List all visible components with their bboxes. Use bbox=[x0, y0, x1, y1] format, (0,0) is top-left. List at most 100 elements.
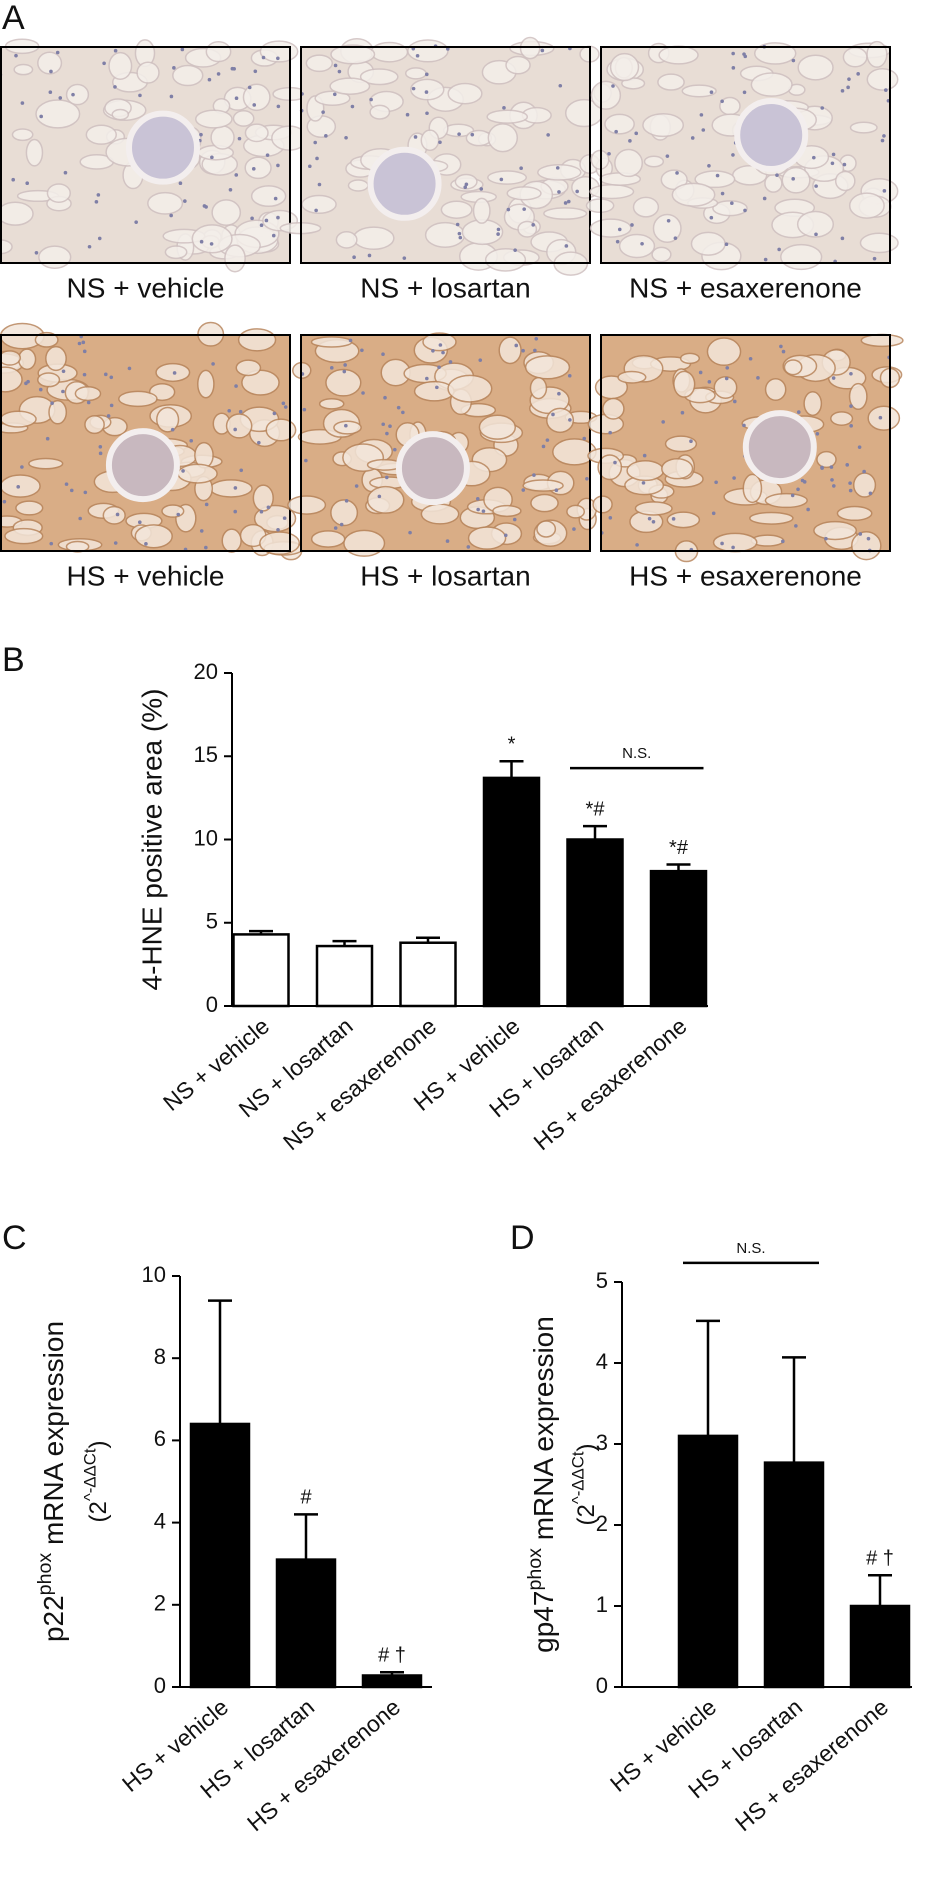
nucleus bbox=[541, 444, 546, 449]
bar bbox=[849, 1604, 911, 1689]
nucleus bbox=[499, 177, 504, 182]
nucleus bbox=[608, 430, 612, 435]
y-axis-label-part: gp47 bbox=[528, 1591, 559, 1653]
nucleus bbox=[14, 53, 18, 58]
nucleus bbox=[96, 193, 101, 197]
nucleus bbox=[732, 476, 736, 480]
tubule bbox=[84, 414, 105, 435]
nucleus bbox=[690, 136, 695, 140]
nucleus bbox=[134, 220, 138, 224]
tubule bbox=[487, 123, 519, 153]
nucleus bbox=[172, 371, 177, 375]
nucleus bbox=[339, 522, 344, 527]
nucleus bbox=[791, 177, 795, 181]
nucleus bbox=[381, 422, 386, 427]
nucleus bbox=[98, 451, 103, 456]
nucleus bbox=[102, 61, 106, 66]
tubule bbox=[848, 382, 868, 411]
nucleus bbox=[849, 371, 853, 376]
nucleus bbox=[181, 469, 185, 473]
x-tick-label: HS + esaxerenone bbox=[730, 1694, 893, 1837]
tubule bbox=[478, 414, 517, 440]
nucleus bbox=[475, 497, 480, 501]
nucleus bbox=[210, 155, 214, 160]
nucleus bbox=[846, 85, 850, 90]
nucleus bbox=[413, 135, 418, 139]
nucleus bbox=[381, 352, 385, 356]
nucleus bbox=[276, 104, 281, 109]
bar-label: # † bbox=[378, 1644, 406, 1666]
nucleus bbox=[856, 72, 860, 76]
tubule bbox=[250, 185, 287, 208]
tubule bbox=[783, 359, 803, 376]
tubule bbox=[498, 336, 522, 365]
nucleus bbox=[49, 541, 54, 546]
tubule bbox=[4, 527, 44, 545]
nucleus bbox=[575, 189, 579, 194]
nucleus bbox=[779, 344, 783, 349]
nucleus bbox=[211, 362, 215, 366]
nucleus bbox=[814, 232, 818, 237]
y-axis-label: gp47phox mRNA expression bbox=[524, 1316, 559, 1653]
tubule bbox=[848, 192, 885, 219]
nucleus bbox=[276, 527, 280, 532]
tubule bbox=[244, 156, 272, 180]
nucleus bbox=[438, 140, 442, 145]
panel-label: D bbox=[510, 1219, 535, 1257]
nucleus bbox=[2, 499, 7, 504]
tubule bbox=[506, 186, 542, 201]
y-axis-label-part: ^-ΔΔCt bbox=[569, 1451, 588, 1504]
nucleus bbox=[709, 90, 714, 95]
tubule bbox=[529, 376, 548, 400]
panel-label: B bbox=[2, 641, 25, 679]
bar bbox=[566, 838, 624, 1008]
nucleus bbox=[253, 69, 258, 74]
nucleus bbox=[204, 502, 209, 507]
nucleus bbox=[315, 156, 319, 161]
tubule bbox=[764, 378, 787, 402]
nucleus bbox=[820, 465, 824, 470]
nucleus bbox=[642, 453, 647, 458]
nucleus bbox=[81, 340, 86, 345]
glomerulus bbox=[395, 431, 470, 506]
nucleus bbox=[791, 58, 796, 63]
tubule bbox=[37, 51, 63, 75]
tubule bbox=[694, 170, 736, 189]
nucleus bbox=[180, 47, 185, 52]
nucleus bbox=[566, 199, 571, 204]
tubule bbox=[626, 460, 665, 482]
nucleus bbox=[820, 106, 825, 110]
nucleus bbox=[348, 338, 353, 343]
tubule bbox=[0, 350, 22, 366]
y-tick-label: 6 bbox=[154, 1426, 166, 1451]
tubule bbox=[0, 410, 37, 428]
nucleus bbox=[308, 164, 312, 169]
nucleus bbox=[281, 401, 286, 406]
y-tick-label: 0 bbox=[206, 992, 218, 1017]
nucleus bbox=[840, 89, 845, 93]
tubule bbox=[352, 226, 395, 251]
nucleus bbox=[882, 189, 887, 193]
bar bbox=[763, 1461, 825, 1689]
nucleus bbox=[199, 132, 203, 137]
nucleus bbox=[361, 391, 365, 395]
nucleus bbox=[415, 53, 420, 58]
caption: HS + esaxerenone bbox=[629, 560, 862, 591]
tubule bbox=[803, 390, 823, 417]
tubule bbox=[472, 197, 491, 224]
nucleus bbox=[857, 445, 862, 449]
nucleus bbox=[250, 216, 254, 221]
nucleus bbox=[514, 343, 519, 348]
tubule bbox=[816, 450, 837, 469]
nucleus bbox=[20, 465, 24, 469]
micrograph bbox=[587, 333, 904, 563]
nucleus bbox=[781, 349, 786, 354]
tubule bbox=[664, 435, 698, 453]
glomerulus bbox=[734, 98, 809, 173]
nucleus bbox=[830, 478, 834, 482]
nucleus bbox=[790, 493, 795, 498]
y-axis-label-part: (2 bbox=[85, 1501, 112, 1522]
nucleus bbox=[354, 484, 359, 488]
bar bbox=[482, 776, 541, 1008]
nucleus bbox=[271, 233, 276, 238]
